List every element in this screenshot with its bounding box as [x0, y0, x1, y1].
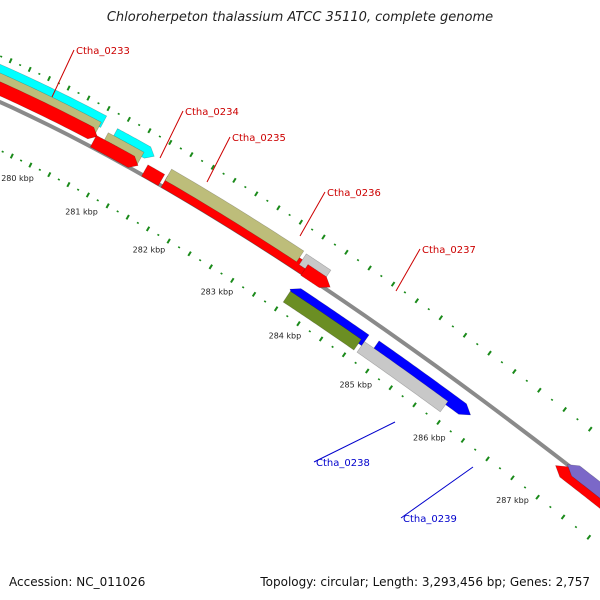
gene-feature-15 [356, 341, 449, 413]
gene-label: Ctha_0236 [327, 188, 381, 199]
gene-label-leader [395, 248, 421, 292]
gene-feature-5 [0, 81, 98, 140]
scale-label: 282 kbp [133, 246, 166, 255]
gene-feature-13 [371, 340, 472, 416]
gene-label: Ctha_0239 [403, 514, 457, 525]
gene-label-leader [206, 136, 231, 183]
gene-label-leader [313, 421, 396, 463]
scale-label: 287 kbp [496, 496, 529, 505]
gene-label: Ctha_0233 [76, 46, 130, 57]
gene-feature-11 [300, 264, 331, 288]
gene-feature-6 [89, 135, 139, 168]
gene-label: Ctha_0234 [185, 107, 239, 118]
gene-label: Ctha_0237 [422, 245, 476, 256]
scale-label: 284 kbp [269, 332, 302, 341]
scale-label: 283 kbp [201, 287, 234, 296]
gene-feature-9 [164, 168, 305, 263]
gene-label-leader [400, 466, 474, 519]
map-title: Chloroherpeton thalassium ATCC 35110, co… [106, 10, 494, 25]
scale-label: 281 kbp [65, 207, 98, 216]
gene-feature-17 [566, 464, 600, 499]
map-labels: 280 kbp 281 kbp 282 kbp 283 kbp 284 kbp 285 k… [1, 46, 529, 525]
gene-feature-14 [282, 290, 362, 351]
gene-label-leader [159, 110, 184, 159]
scale-label: 285 kbp [339, 380, 372, 389]
gene-feature-7 [141, 164, 166, 187]
map-tracks [0, 55, 600, 540]
gene-label-leader [51, 49, 75, 98]
tick-row-outer [0, 55, 593, 432]
genome-summary-text: Topology: circular; Length: 3,293,456 bp… [260, 575, 590, 589]
gene-label: Ctha_0235 [232, 133, 286, 144]
gene-label: Ctha_0238 [316, 458, 370, 469]
scale-label: 280 kbp [1, 174, 34, 183]
gene-label-leader [299, 191, 326, 237]
tick-row-inner [1, 150, 592, 540]
accession-text: Accession: NC_011026 [9, 575, 146, 589]
scale-label: 286 kbp [413, 433, 446, 442]
